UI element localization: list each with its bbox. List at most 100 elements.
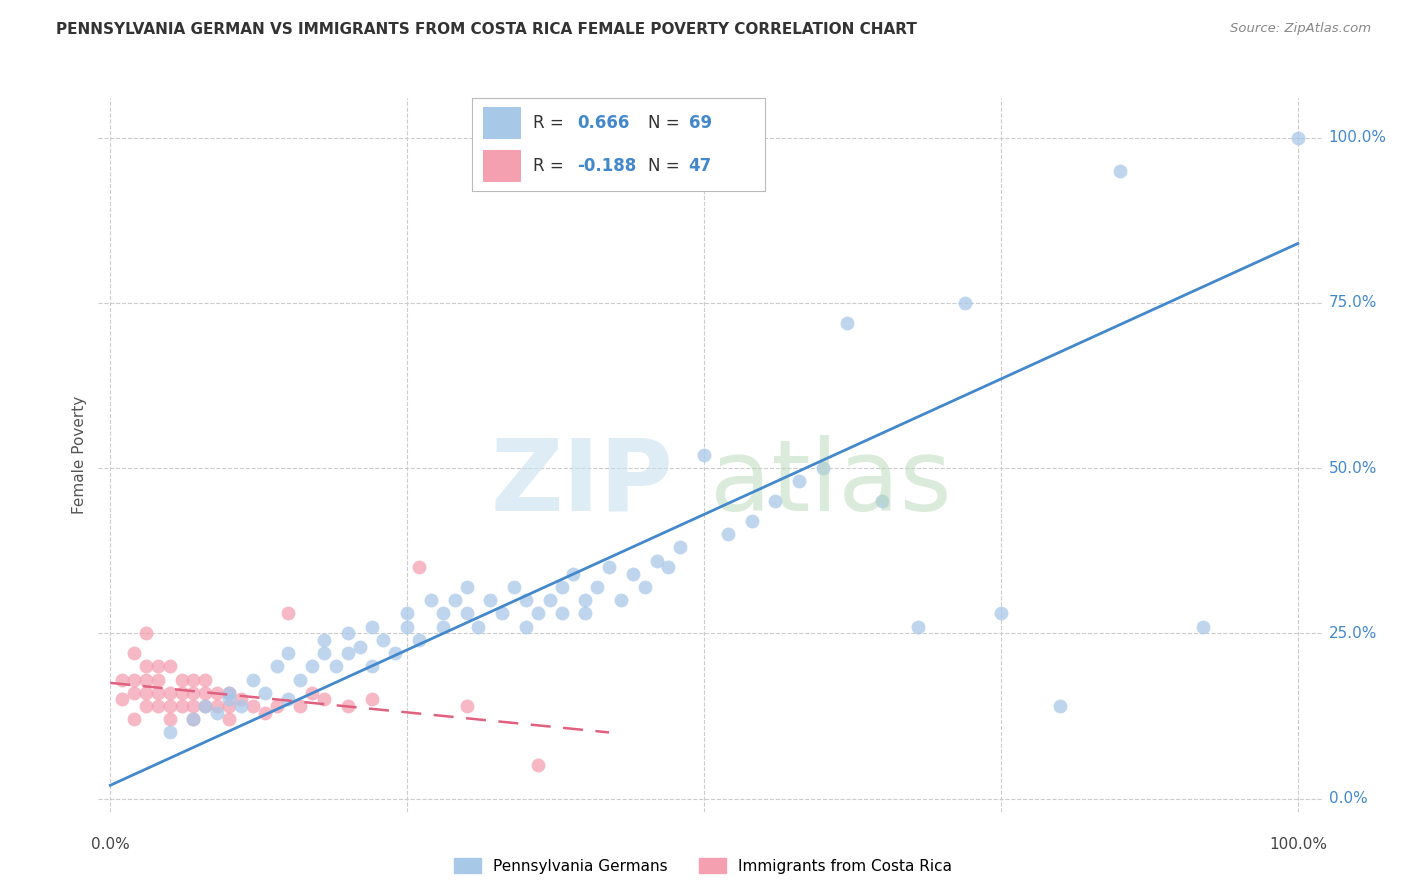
Point xyxy=(360,620,382,634)
Point xyxy=(146,673,169,687)
Point xyxy=(218,686,240,700)
Point xyxy=(527,758,550,772)
Point xyxy=(111,673,134,687)
Point xyxy=(550,607,572,621)
Point xyxy=(811,461,834,475)
Point xyxy=(242,698,264,713)
Point xyxy=(479,593,502,607)
Point xyxy=(456,580,478,594)
Text: N =: N = xyxy=(648,114,685,132)
Point xyxy=(515,593,537,607)
Point xyxy=(194,698,217,713)
Point xyxy=(432,620,454,634)
Text: 0.666: 0.666 xyxy=(578,114,630,132)
Point xyxy=(135,698,157,713)
Text: Source: ZipAtlas.com: Source: ZipAtlas.com xyxy=(1230,22,1371,36)
Point xyxy=(170,673,193,687)
Point xyxy=(408,560,430,574)
Point xyxy=(456,698,478,713)
Point xyxy=(183,673,205,687)
Legend: Pennsylvania Germans, Immigrants from Costa Rica: Pennsylvania Germans, Immigrants from Co… xyxy=(447,852,959,880)
Point xyxy=(621,566,644,581)
Point xyxy=(562,566,585,581)
Point xyxy=(253,686,276,700)
Point xyxy=(1286,130,1309,145)
Point xyxy=(420,593,443,607)
Point xyxy=(229,692,252,706)
Point xyxy=(146,698,169,713)
Point xyxy=(955,296,977,310)
Point xyxy=(336,646,359,660)
Point xyxy=(205,686,228,700)
Bar xyxy=(484,107,522,139)
Point xyxy=(443,593,465,607)
Point xyxy=(432,607,454,621)
Text: PENNSYLVANIA GERMAN VS IMMIGRANTS FROM COSTA RICA FEMALE POVERTY CORRELATION CHA: PENNSYLVANIA GERMAN VS IMMIGRANTS FROM C… xyxy=(56,22,917,37)
Point xyxy=(538,593,561,607)
Point xyxy=(349,640,371,654)
Point xyxy=(205,698,228,713)
Point xyxy=(598,560,620,574)
Point xyxy=(135,626,157,640)
Bar xyxy=(484,150,522,182)
Point xyxy=(242,673,264,687)
Point xyxy=(135,659,157,673)
Point xyxy=(396,620,419,634)
Point xyxy=(870,494,893,508)
Point xyxy=(146,659,169,673)
Point xyxy=(290,673,312,687)
Text: -0.188: -0.188 xyxy=(578,157,637,175)
Text: R =: R = xyxy=(533,157,569,175)
Point xyxy=(111,692,134,706)
Point xyxy=(787,475,810,489)
Point xyxy=(574,593,596,607)
Text: 0.0%: 0.0% xyxy=(1329,791,1367,806)
Text: 50.0%: 50.0% xyxy=(1329,460,1376,475)
Point xyxy=(277,607,299,621)
Point xyxy=(1192,620,1215,634)
Text: 100.0%: 100.0% xyxy=(1329,130,1386,145)
Point xyxy=(669,541,692,555)
Point xyxy=(290,698,312,713)
Point xyxy=(693,448,716,462)
Point xyxy=(183,712,205,726)
Point xyxy=(277,692,299,706)
Point xyxy=(277,646,299,660)
Point xyxy=(194,698,217,713)
Point xyxy=(515,620,537,634)
Point xyxy=(657,560,679,574)
Point xyxy=(122,712,145,726)
Point xyxy=(301,686,323,700)
Point xyxy=(122,673,145,687)
Point xyxy=(634,580,657,594)
Text: 69: 69 xyxy=(689,114,711,132)
Y-axis label: Female Poverty: Female Poverty xyxy=(72,396,87,514)
Point xyxy=(360,692,382,706)
Point xyxy=(205,706,228,720)
Point xyxy=(574,607,596,621)
Point xyxy=(312,692,335,706)
Point xyxy=(312,646,335,660)
Point xyxy=(373,632,395,647)
Point xyxy=(717,527,740,541)
Point xyxy=(159,686,181,700)
Point xyxy=(229,698,252,713)
Point xyxy=(360,659,382,673)
Point xyxy=(491,607,513,621)
Point xyxy=(990,607,1012,621)
Point xyxy=(122,646,145,660)
Point xyxy=(336,698,359,713)
Point xyxy=(396,607,419,621)
Text: 47: 47 xyxy=(689,157,711,175)
Point xyxy=(645,554,668,568)
Point xyxy=(159,712,181,726)
Point xyxy=(336,626,359,640)
Point xyxy=(122,686,145,700)
Point xyxy=(218,692,240,706)
Text: ZIP: ZIP xyxy=(491,435,673,532)
Point xyxy=(408,632,430,647)
Point xyxy=(550,580,572,594)
Point xyxy=(325,659,347,673)
Point xyxy=(218,686,240,700)
Point xyxy=(183,686,205,700)
